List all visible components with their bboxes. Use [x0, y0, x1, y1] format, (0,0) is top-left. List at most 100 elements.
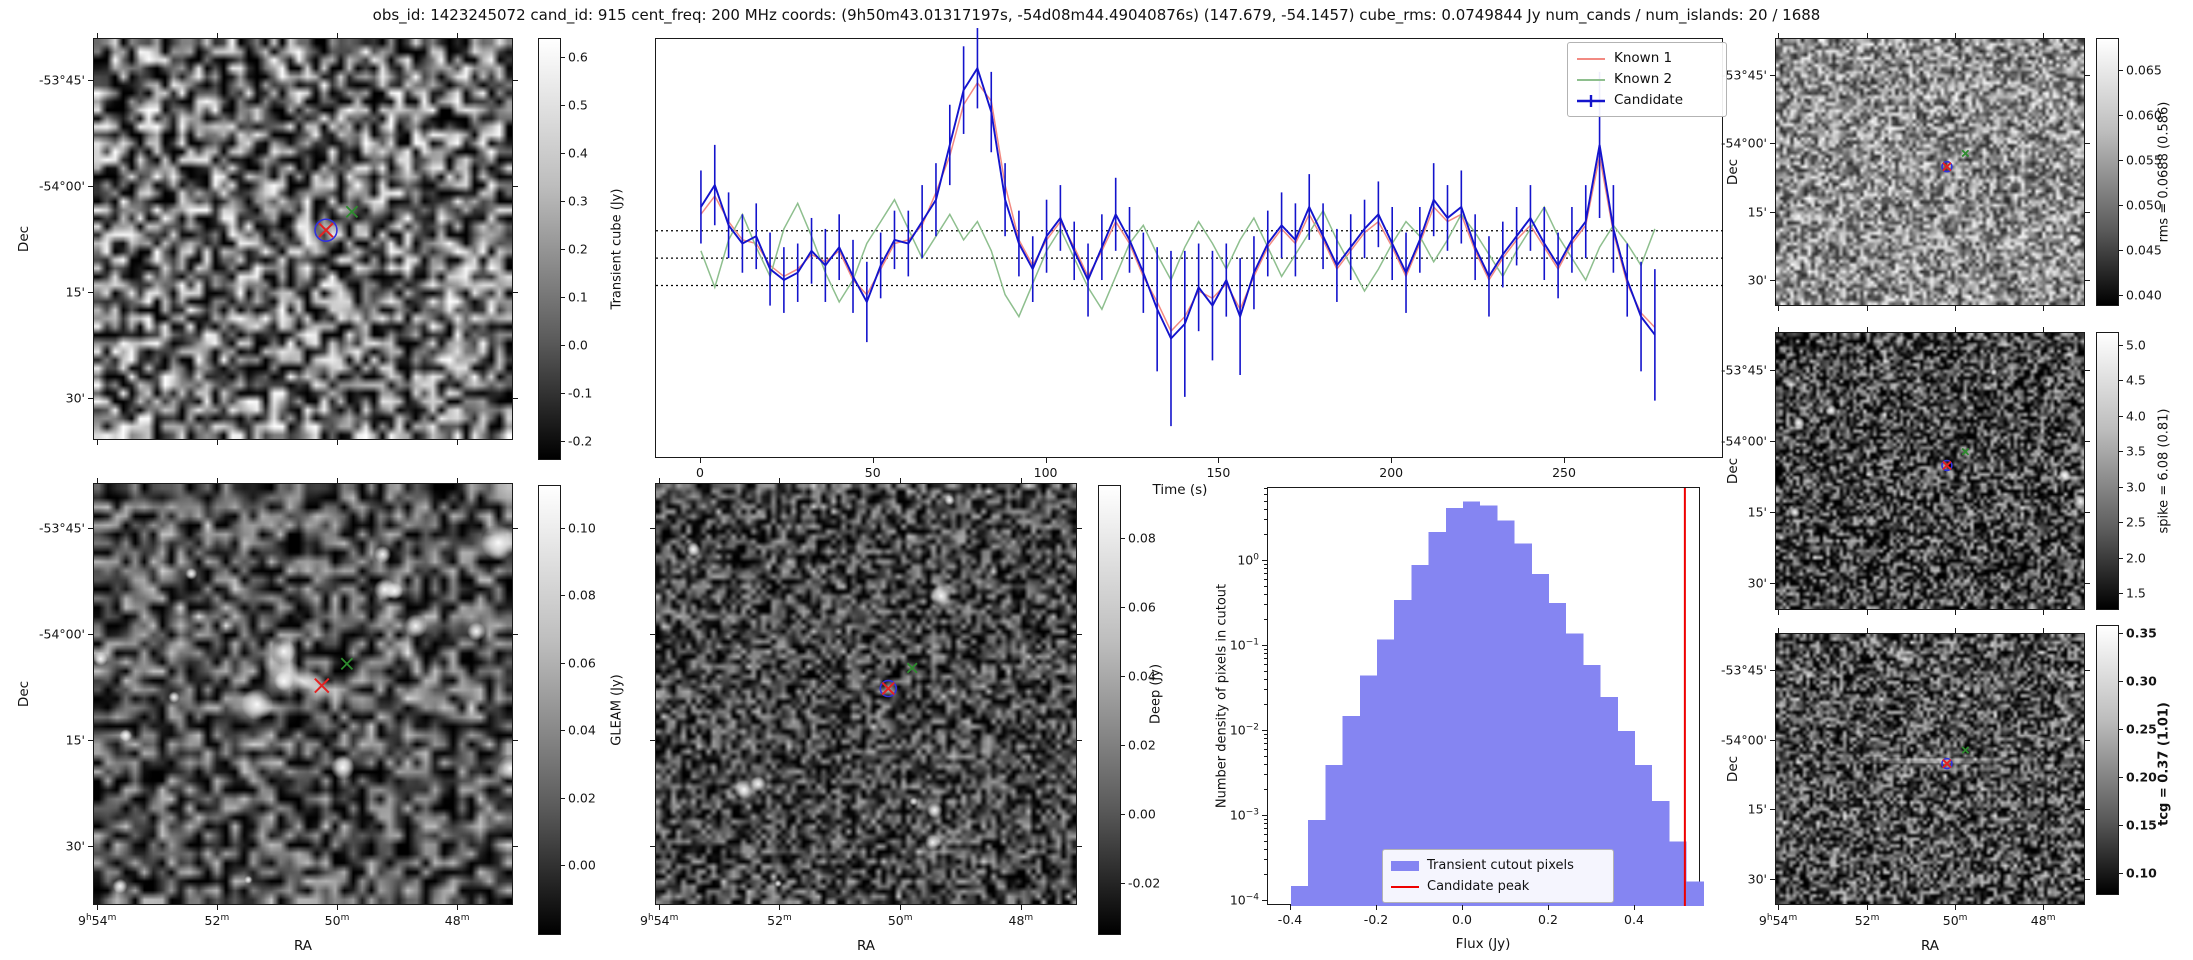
density-tick-label: 100	[1237, 552, 1259, 568]
dec-tick	[2085, 739, 2090, 741]
ra-tick	[97, 478, 99, 483]
ra-tick	[1867, 905, 1869, 910]
dec-tick	[2085, 670, 2090, 672]
ra-tick	[1955, 628, 1957, 633]
density-minor-tick	[1264, 833, 1267, 835]
colorbar-tick	[2119, 159, 2123, 161]
density-minor-tick	[1264, 874, 1267, 876]
dec-tick	[2085, 809, 2090, 811]
dec-axis-label: Dec	[16, 680, 32, 708]
ra-axis-label: RA	[293, 938, 313, 954]
time-tick	[699, 458, 701, 463]
dec-tick	[1770, 143, 1775, 145]
density-minor-tick	[1264, 493, 1267, 495]
dec-tick	[513, 845, 518, 847]
colorbar-tick-label: 0.08	[568, 587, 596, 603]
marker-overlay	[1941, 149, 1970, 173]
density-tick-label: 10−4	[1229, 892, 1259, 908]
gleam-image	[94, 484, 512, 904]
spike-colorbar	[2096, 332, 2119, 610]
colorbar-tick	[1121, 606, 1125, 608]
colorbar-tick-label: 0.02	[568, 790, 596, 806]
ra-tick	[2043, 327, 2045, 332]
ra-tick	[1867, 628, 1869, 633]
dec-tick	[1770, 211, 1775, 213]
colorbar-tick-label: 0.06	[1128, 599, 1156, 615]
ra-tick	[1778, 327, 1780, 332]
ra-tick	[659, 905, 661, 910]
tcg-panel	[1775, 633, 2085, 905]
density-minor-tick	[1264, 519, 1267, 521]
colorbar-tick	[561, 56, 565, 58]
colorbar-tick	[2119, 728, 2123, 730]
density-minor-tick	[1264, 534, 1267, 536]
colorbar-tick	[1121, 745, 1125, 747]
time-tick	[1045, 458, 1047, 463]
dec-tick-label: 15'	[1747, 204, 1767, 220]
colorbar-tick	[561, 729, 565, 731]
colorbar-tick-label: 4.0	[2126, 408, 2146, 424]
dec-tick	[1770, 512, 1775, 514]
dec-tick	[1770, 441, 1775, 443]
colorbar-tick	[2119, 777, 2123, 778]
dec-tick	[1770, 809, 1775, 811]
density-minor-tick	[1264, 689, 1267, 691]
dec-tick-label: 30'	[1747, 272, 1767, 288]
deep-panel	[655, 483, 1077, 905]
colorbar-tick-label: 3.0	[2126, 479, 2146, 495]
density-minor-tick	[1264, 648, 1267, 650]
colorbar-tick-label: 0.35	[2126, 625, 2157, 641]
histogram-panel	[1267, 487, 1704, 906]
ra-tick	[1955, 33, 1957, 38]
dec-tick	[88, 398, 93, 400]
ra-tick	[1955, 610, 1957, 615]
dec-tick	[2085, 512, 2090, 514]
rms-panel	[1775, 38, 2085, 306]
colorbar-tick	[2119, 450, 2123, 452]
time-tick-label: 200	[1379, 465, 1404, 480]
histogram-legend: Transient cutout pixels Candidate peak	[1382, 849, 1614, 903]
dec-tick	[513, 292, 518, 294]
flux-tick	[1462, 905, 1463, 910]
density-minor-tick	[1264, 755, 1267, 757]
dec-tick-label: -53°45'	[1720, 662, 1767, 678]
colorbar-tick	[2119, 558, 2123, 559]
ra-tick	[1778, 33, 1780, 38]
colorbar-tick-label: 2.5	[2126, 514, 2146, 530]
dec-tick	[1770, 74, 1775, 76]
legend-item: Transient cutout pixels	[1391, 855, 1603, 876]
dec-tick	[650, 528, 655, 530]
colorbar-tick	[561, 594, 565, 596]
dec-axis-label: Dec	[1725, 755, 1741, 783]
density-minor-tick	[1264, 568, 1267, 570]
ra-tick-label: 50m	[887, 913, 913, 929]
ra-tick	[457, 905, 459, 910]
transient-colorbar	[538, 38, 561, 460]
ra-tick	[97, 440, 99, 445]
colorbar-tick-label: 0.00	[1128, 806, 1156, 822]
ra-tick	[779, 905, 781, 910]
colorbar-tick	[2119, 593, 2123, 595]
gleam-colorbar-label: GLEAM (Jy)	[609, 674, 625, 746]
ra-tick	[659, 478, 661, 483]
density-minor-tick	[1264, 848, 1267, 850]
tcg-colorbar-label: tcg = 0.37 (1.01)	[2156, 702, 2172, 826]
colorbar-tick-label: 1.5	[2126, 585, 2146, 601]
ra-tick-label: 9h54m	[1758, 913, 1798, 929]
density-minor-tick	[1264, 763, 1267, 765]
dec-tick	[513, 634, 518, 636]
colorbar-tick-label: 0.4	[568, 145, 588, 161]
hist-y-axis-label: Number density of pixels in cutout	[1214, 583, 1230, 809]
dec-tick	[513, 739, 518, 741]
density-minor-tick	[1264, 573, 1267, 575]
colorbar-tick	[1121, 675, 1125, 677]
colorbar-tick	[2119, 415, 2123, 417]
density-minor-tick	[1264, 789, 1267, 791]
time-tick	[1564, 458, 1565, 463]
ra-tick	[1955, 306, 1957, 311]
ra-tick	[1955, 905, 1957, 910]
rms-colorbar-label: rms = 0.0688 (0.586)	[2156, 101, 2172, 243]
colorbar-tick	[2119, 680, 2123, 682]
rms-image	[1776, 39, 2084, 305]
